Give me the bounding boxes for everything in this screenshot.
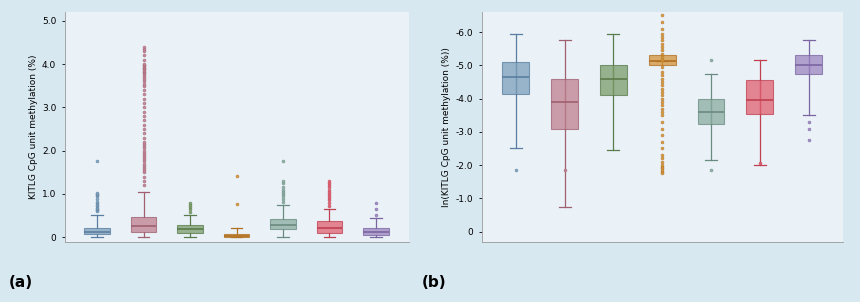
Bar <box>746 80 773 114</box>
Bar <box>316 221 342 233</box>
Bar <box>648 55 676 65</box>
Bar <box>131 217 157 232</box>
Text: (b): (b) <box>421 275 446 290</box>
Bar <box>600 65 627 95</box>
Y-axis label: ln(KITLG CpG unit methylation (%)): ln(KITLG CpG unit methylation (%)) <box>443 47 452 207</box>
Bar <box>697 98 724 124</box>
Bar <box>270 219 296 230</box>
Bar <box>224 234 249 237</box>
Bar <box>502 62 529 94</box>
Y-axis label: KITLG CpG unit methylation (%): KITLG CpG unit methylation (%) <box>28 55 38 199</box>
Bar <box>363 228 389 235</box>
Bar <box>551 79 578 129</box>
Text: (a): (a) <box>9 275 33 290</box>
Bar <box>796 55 822 74</box>
Bar <box>177 225 203 233</box>
Bar <box>84 228 110 234</box>
